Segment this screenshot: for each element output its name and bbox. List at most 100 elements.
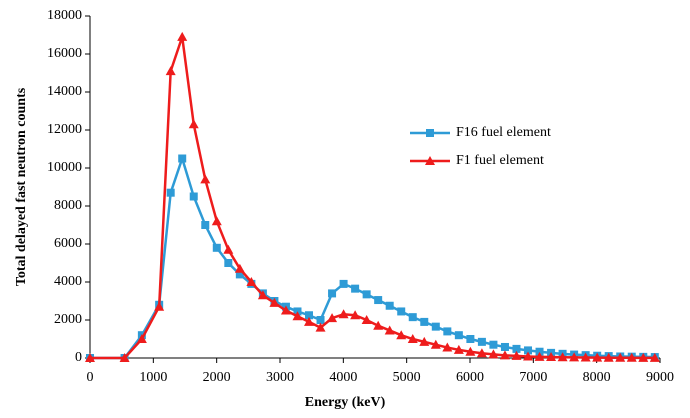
- point: [557, 352, 568, 362]
- point: [211, 216, 222, 226]
- point: [338, 309, 349, 319]
- point: [351, 284, 360, 293]
- point: [443, 327, 452, 336]
- point: [431, 322, 440, 331]
- point: [280, 305, 291, 315]
- point: [430, 339, 441, 349]
- point: [420, 317, 429, 326]
- x-tick-label: 0: [87, 370, 94, 385]
- point: [85, 353, 95, 362]
- y-tick-label: 4000: [54, 274, 82, 289]
- point: [350, 310, 361, 320]
- point: [419, 336, 430, 346]
- x-tick-label: 7000: [519, 370, 547, 385]
- point: [535, 347, 544, 356]
- y-tick-label: 2000: [54, 312, 82, 327]
- point: [488, 349, 499, 359]
- point: [339, 279, 348, 288]
- point: [316, 316, 325, 324]
- point: [397, 307, 406, 316]
- point: [466, 335, 475, 343]
- point: [136, 334, 147, 343]
- point: [465, 346, 476, 356]
- point: [453, 344, 464, 354]
- point: [361, 315, 372, 324]
- point: [626, 352, 637, 362]
- y-tick-label: 14000: [47, 84, 82, 99]
- x-tick-label: 8000: [583, 370, 611, 385]
- point: [200, 174, 211, 184]
- point: [201, 221, 210, 229]
- point: [396, 330, 407, 340]
- x-tick-label: 6000: [456, 370, 484, 385]
- point: [408, 313, 417, 322]
- series-line: [90, 36, 655, 360]
- point: [569, 352, 580, 362]
- x-tick-label: 1000: [139, 370, 167, 385]
- y-tick-label: 16000: [47, 46, 82, 61]
- legend-label: F16 fuel element: [456, 125, 551, 140]
- point: [269, 297, 280, 307]
- x-axis-label: Energy (keV): [305, 395, 386, 410]
- point: [476, 348, 487, 358]
- point: [511, 350, 522, 360]
- point: [362, 290, 371, 299]
- y-tick-label: 10000: [47, 160, 82, 175]
- x-tick-label: 3000: [266, 370, 294, 385]
- point: [407, 334, 418, 343]
- point: [500, 342, 509, 351]
- point: [512, 344, 521, 353]
- point: [235, 270, 244, 279]
- y-axis-label: Total delayed fast neutron counts: [14, 87, 29, 286]
- legend-marker: [426, 129, 434, 137]
- point: [246, 277, 257, 286]
- point: [223, 244, 234, 254]
- x-tick-label: 5000: [393, 370, 421, 385]
- point: [534, 351, 545, 361]
- x-tick-label: 4000: [329, 370, 357, 385]
- point: [327, 313, 338, 323]
- point: [649, 352, 660, 362]
- point: [177, 31, 188, 41]
- point: [154, 301, 165, 311]
- point: [499, 350, 510, 360]
- point: [257, 290, 268, 300]
- point: [119, 353, 130, 362]
- y-tick-label: 6000: [54, 236, 82, 251]
- legend-label: F1 fuel element: [456, 153, 544, 168]
- series-line: [90, 154, 655, 360]
- point: [166, 188, 175, 197]
- y-tick-label: 0: [75, 350, 82, 365]
- y-tick-label: 12000: [47, 122, 82, 137]
- point: [212, 243, 221, 252]
- y-tick-label: 18000: [47, 8, 82, 23]
- point: [234, 263, 245, 273]
- point: [224, 259, 233, 267]
- point: [188, 119, 199, 129]
- y-tick-label: 8000: [54, 198, 82, 213]
- point: [546, 352, 557, 362]
- point: [638, 352, 649, 362]
- point: [385, 301, 394, 310]
- x-tick-label: 2000: [203, 370, 231, 385]
- point: [592, 352, 603, 362]
- legend-marker: [425, 156, 435, 165]
- point: [603, 352, 614, 362]
- point: [384, 325, 395, 335]
- point: [189, 192, 198, 201]
- point: [489, 340, 498, 349]
- point: [580, 352, 591, 362]
- point: [373, 320, 384, 330]
- point: [524, 346, 533, 355]
- point: [442, 342, 453, 352]
- point: [328, 289, 337, 298]
- point: [304, 316, 315, 326]
- point: [454, 331, 463, 340]
- point: [374, 296, 383, 305]
- point: [615, 352, 626, 362]
- point: [292, 311, 303, 321]
- point: [477, 337, 486, 346]
- point: [165, 66, 176, 76]
- point: [523, 351, 534, 361]
- point: [178, 154, 187, 163]
